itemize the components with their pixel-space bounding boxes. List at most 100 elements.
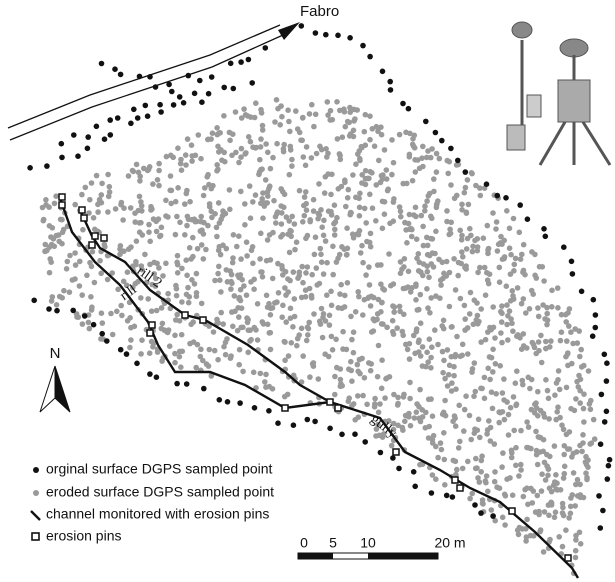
eroded-point	[244, 292, 250, 298]
eroded-point	[513, 256, 519, 262]
eroded-point	[457, 228, 463, 234]
eroded-point	[420, 273, 426, 279]
original-point	[99, 331, 105, 337]
original-point	[112, 66, 118, 72]
eroded-point	[397, 132, 403, 138]
eroded-point	[267, 330, 273, 336]
eroded-point	[495, 248, 501, 254]
legend-line	[31, 511, 40, 520]
eroded-point	[173, 232, 179, 238]
original-point	[201, 386, 207, 392]
original-point	[174, 381, 180, 387]
original-point	[484, 181, 490, 187]
eroded-point	[239, 146, 245, 152]
eroded-point	[236, 233, 242, 239]
eroded-point	[288, 147, 294, 153]
eroded-point	[367, 137, 373, 143]
eroded-point	[390, 303, 396, 309]
eroded-point	[289, 340, 295, 346]
eroded-point	[513, 380, 519, 386]
eroded-point	[328, 209, 334, 215]
eroded-point	[229, 272, 235, 278]
eroded-point	[212, 348, 218, 354]
original-point	[82, 313, 88, 319]
eroded-point	[559, 312, 565, 318]
eroded-point	[368, 361, 374, 367]
eroded-point	[260, 274, 266, 280]
original-point	[600, 508, 606, 514]
eroded-point	[518, 462, 524, 468]
eroded-point	[279, 114, 285, 120]
eroded-point	[499, 464, 505, 470]
eroded-point	[228, 279, 234, 285]
eroded-point	[502, 417, 508, 423]
original-point	[246, 57, 252, 63]
eroded-point	[432, 327, 438, 333]
eroded-point	[100, 320, 106, 326]
eroded-point	[467, 496, 473, 502]
eroded-point	[174, 293, 180, 299]
eroded-point	[577, 388, 583, 394]
eroded-point	[189, 158, 195, 164]
eroded-point	[363, 220, 369, 226]
eroded-point	[484, 431, 490, 437]
eroded-point	[139, 337, 145, 343]
eroded-point	[572, 408, 578, 414]
eroded-point	[260, 123, 266, 129]
erosion-pin	[81, 215, 87, 221]
eroded-point	[452, 196, 458, 202]
eroded-point	[574, 449, 580, 455]
eroded-point	[359, 243, 365, 249]
eroded-point	[189, 153, 195, 159]
eroded-point	[87, 197, 93, 203]
eroded-point	[351, 329, 357, 335]
eroded-point	[336, 305, 342, 311]
eroded-point	[313, 112, 319, 118]
eroded-point	[188, 256, 194, 262]
eroded-point	[182, 232, 188, 238]
eroded-point	[343, 204, 349, 210]
eroded-point	[562, 464, 568, 470]
eroded-point	[420, 144, 426, 150]
eroded-point	[79, 192, 85, 198]
eroded-point	[372, 401, 378, 407]
eroded-point	[263, 141, 269, 147]
original-point	[347, 35, 353, 41]
eroded-point	[577, 354, 583, 360]
eroded-point	[414, 255, 420, 261]
eroded-point	[555, 305, 561, 311]
eroded-point	[90, 249, 96, 255]
eroded-point	[423, 425, 429, 431]
eroded-point	[227, 187, 233, 193]
eroded-point	[291, 269, 297, 275]
eroded-point	[230, 260, 236, 266]
eroded-point	[401, 392, 407, 398]
eroded-point	[483, 337, 489, 343]
eroded-point	[229, 309, 235, 315]
eroded-point	[178, 161, 184, 167]
eroded-point	[510, 288, 516, 294]
eroded-point	[328, 289, 334, 295]
eroded-point	[167, 343, 173, 349]
eroded-point	[534, 275, 540, 281]
eroded-point	[187, 199, 193, 205]
eroded-point	[53, 193, 59, 199]
road-arrow	[278, 22, 300, 40]
eroded-point	[347, 109, 353, 115]
eroded-point	[118, 243, 124, 249]
eroded-point	[391, 199, 397, 205]
eroded-point	[568, 504, 574, 510]
eroded-point	[418, 353, 424, 359]
eroded-point	[482, 396, 488, 402]
eroded-point	[274, 211, 280, 217]
original-point	[225, 399, 231, 405]
eroded-point	[427, 336, 433, 342]
original-point	[44, 163, 50, 169]
eroded-point	[311, 124, 317, 130]
erosion-pin	[59, 202, 65, 208]
eroded-point	[424, 350, 430, 356]
eroded-point	[274, 299, 280, 305]
eroded-point	[524, 534, 530, 540]
eroded-point	[451, 364, 457, 370]
eroded-point	[473, 389, 479, 395]
